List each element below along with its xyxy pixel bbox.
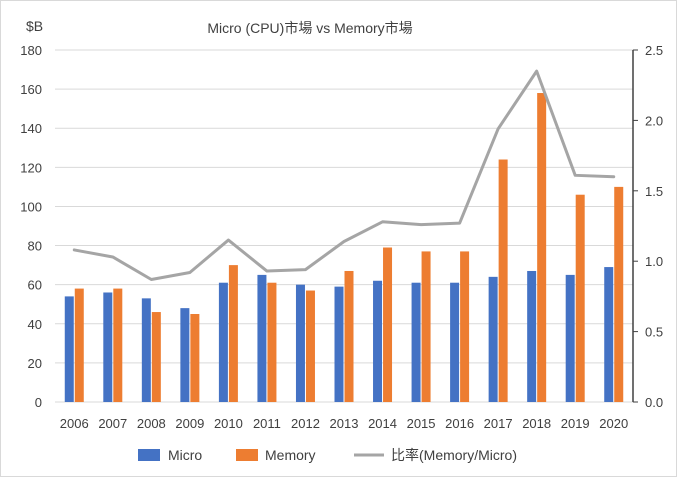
bar-memory <box>498 159 508 402</box>
legend-swatch <box>138 449 160 461</box>
bar-micro <box>373 280 383 402</box>
bar-memory <box>614 186 624 402</box>
bar-micro <box>334 286 344 402</box>
bar-micro <box>257 274 267 402</box>
bar-memory <box>151 312 161 402</box>
bar-memory <box>575 194 585 402</box>
y-axis-unit-label: $B <box>26 18 43 34</box>
axes: 0 20 40 60 80 100 120 140 160 180 0.0 0.5 1.0 1.5 2.0 2… <box>20 43 663 431</box>
x-tick-label: 2016 <box>445 416 474 431</box>
x-tick-label: 2015 <box>407 416 436 431</box>
legend-swatch <box>236 449 258 461</box>
y2-tick-label: 2.5 <box>645 43 663 58</box>
bar-micro <box>103 292 113 402</box>
x-tick-label: 2017 <box>484 416 513 431</box>
bar-micro <box>141 298 151 402</box>
x-tick-label: 2020 <box>599 416 628 431</box>
y2-tick-label: 0.5 <box>645 325 663 340</box>
x-tick-label: 2013 <box>330 416 359 431</box>
x-tick-label: 2014 <box>368 416 397 431</box>
y2-tick-label: 0.0 <box>645 395 663 410</box>
legend-label: Micro <box>168 447 202 463</box>
bar-memory <box>267 282 277 402</box>
bar-memory <box>305 290 315 402</box>
chart-title: Micro (CPU)市場 vs Memory市場 <box>207 20 412 36</box>
legend-label: 比率(Memory/Micro) <box>391 447 517 463</box>
y-tick-label: 80 <box>28 239 42 254</box>
bar-micro <box>604 267 614 402</box>
bar-micro <box>527 270 537 402</box>
x-tick-label: 2019 <box>561 416 590 431</box>
x-tick-label: 2009 <box>175 416 204 431</box>
bar-micro <box>218 282 228 402</box>
ratio-line-layer <box>72 69 616 282</box>
y-tick-label: 20 <box>28 356 42 371</box>
bar-micro <box>450 282 460 402</box>
bars <box>64 93 624 403</box>
bar-micro <box>488 276 498 402</box>
bar-memory <box>344 270 354 402</box>
bar-micro <box>295 284 305 402</box>
x-tick-label: 2012 <box>291 416 320 431</box>
bar-memory <box>228 265 238 402</box>
y2-tick-label: 1.0 <box>645 254 663 269</box>
x-tick-label: 2011 <box>253 416 281 431</box>
bar-memory <box>74 288 84 402</box>
legend-label: Memory <box>265 447 316 463</box>
bar-micro <box>411 282 421 402</box>
y-tick-label: 160 <box>20 82 42 97</box>
bar-micro <box>180 308 190 402</box>
bar-memory <box>190 314 200 402</box>
bar-micro <box>64 296 74 402</box>
y-tick-label: 180 <box>20 43 42 58</box>
bar-memory <box>537 93 547 403</box>
y-tick-label: 120 <box>20 160 42 175</box>
y-tick-label: 0 <box>35 395 42 410</box>
ratio-line <box>72 69 616 282</box>
y-tick-label: 140 <box>20 121 42 136</box>
bar-memory <box>383 247 393 402</box>
y2-tick-label: 2.0 <box>645 113 663 128</box>
x-tick-label: 2010 <box>214 416 243 431</box>
bar-memory <box>460 251 470 402</box>
bar-memory <box>421 251 431 402</box>
y-tick-label: 100 <box>20 199 42 214</box>
x-tick-label: 2007 <box>98 416 127 431</box>
bar-micro <box>565 274 575 402</box>
y-tick-label: 40 <box>28 317 42 332</box>
bar-memory <box>113 288 123 402</box>
y2-tick-label: 1.5 <box>645 184 663 199</box>
gridlines <box>55 49 633 403</box>
x-tick-label: 2006 <box>60 416 89 431</box>
x-tick-label: 2008 <box>137 416 166 431</box>
y-tick-label: 60 <box>28 278 42 293</box>
x-tick-label: 2018 <box>522 416 551 431</box>
legend: Micro Memory 比率(Memory/Micro) <box>138 447 517 463</box>
